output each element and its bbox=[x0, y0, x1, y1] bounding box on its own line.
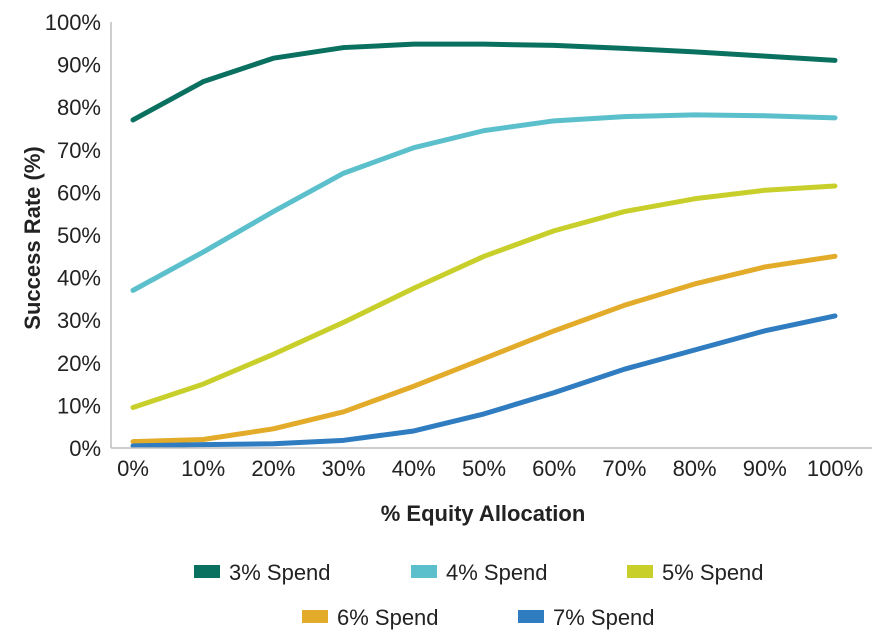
x-tick-label: 90% bbox=[743, 456, 787, 481]
x-tick-label: 50% bbox=[462, 456, 506, 481]
legend-swatch bbox=[194, 565, 220, 578]
x-tick-label: 80% bbox=[673, 456, 717, 481]
y-tick-label: 0% bbox=[69, 436, 101, 461]
legend-swatch bbox=[302, 610, 328, 623]
y-tick-labels: 0% 10% 20% 30% 40% 50% 60% 70% 80% 90% 100% bbox=[45, 10, 101, 461]
legend-label: 4% Spend bbox=[446, 560, 548, 585]
series-line bbox=[130, 112, 838, 293]
series-line bbox=[130, 41, 838, 123]
x-tick-label: 30% bbox=[322, 456, 366, 481]
x-tick-label: 40% bbox=[392, 456, 436, 481]
legend: 3% Spend 4% Spend 5% Spend 6% Spend 7% Spend bbox=[194, 560, 764, 630]
x-tick-label: 100% bbox=[807, 456, 863, 481]
plot-area bbox=[130, 41, 838, 449]
y-tick-label: 60% bbox=[57, 180, 101, 205]
x-tick-label: 20% bbox=[251, 456, 295, 481]
legend-swatch bbox=[627, 565, 653, 578]
x-tick-labels: 0% 10% 20% 30% 40% 50% 60% 70% 80% 90% 100% bbox=[117, 456, 863, 481]
series-line bbox=[130, 253, 838, 445]
legend-label: 6% Spend bbox=[337, 605, 439, 630]
legend-label: 5% Spend bbox=[662, 560, 764, 585]
x-tick-label: 0% bbox=[117, 456, 149, 481]
y-tick-label: 50% bbox=[57, 223, 101, 248]
y-tick-label: 70% bbox=[57, 138, 101, 163]
x-tick-label: 70% bbox=[602, 456, 646, 481]
y-tick-label: 30% bbox=[57, 308, 101, 333]
y-tick-label: 20% bbox=[57, 351, 101, 376]
y-tick-label: 10% bbox=[57, 393, 101, 418]
y-tick-label: 100% bbox=[45, 10, 101, 35]
series-line bbox=[130, 183, 838, 411]
x-tick-label: 10% bbox=[181, 456, 225, 481]
y-tick-label: 40% bbox=[57, 266, 101, 291]
legend-swatch bbox=[518, 610, 544, 623]
y-tick-label: 90% bbox=[57, 53, 101, 78]
series-line bbox=[130, 313, 838, 449]
y-axis-title: Success Rate (%) bbox=[20, 146, 45, 329]
legend-label: 7% Spend bbox=[553, 605, 655, 630]
legend-label: 3% Spend bbox=[229, 560, 331, 585]
y-tick-label: 80% bbox=[57, 95, 101, 120]
x-tick-label: 60% bbox=[532, 456, 576, 481]
legend-swatch bbox=[411, 565, 437, 578]
x-axis-title: % Equity Allocation bbox=[381, 501, 586, 526]
